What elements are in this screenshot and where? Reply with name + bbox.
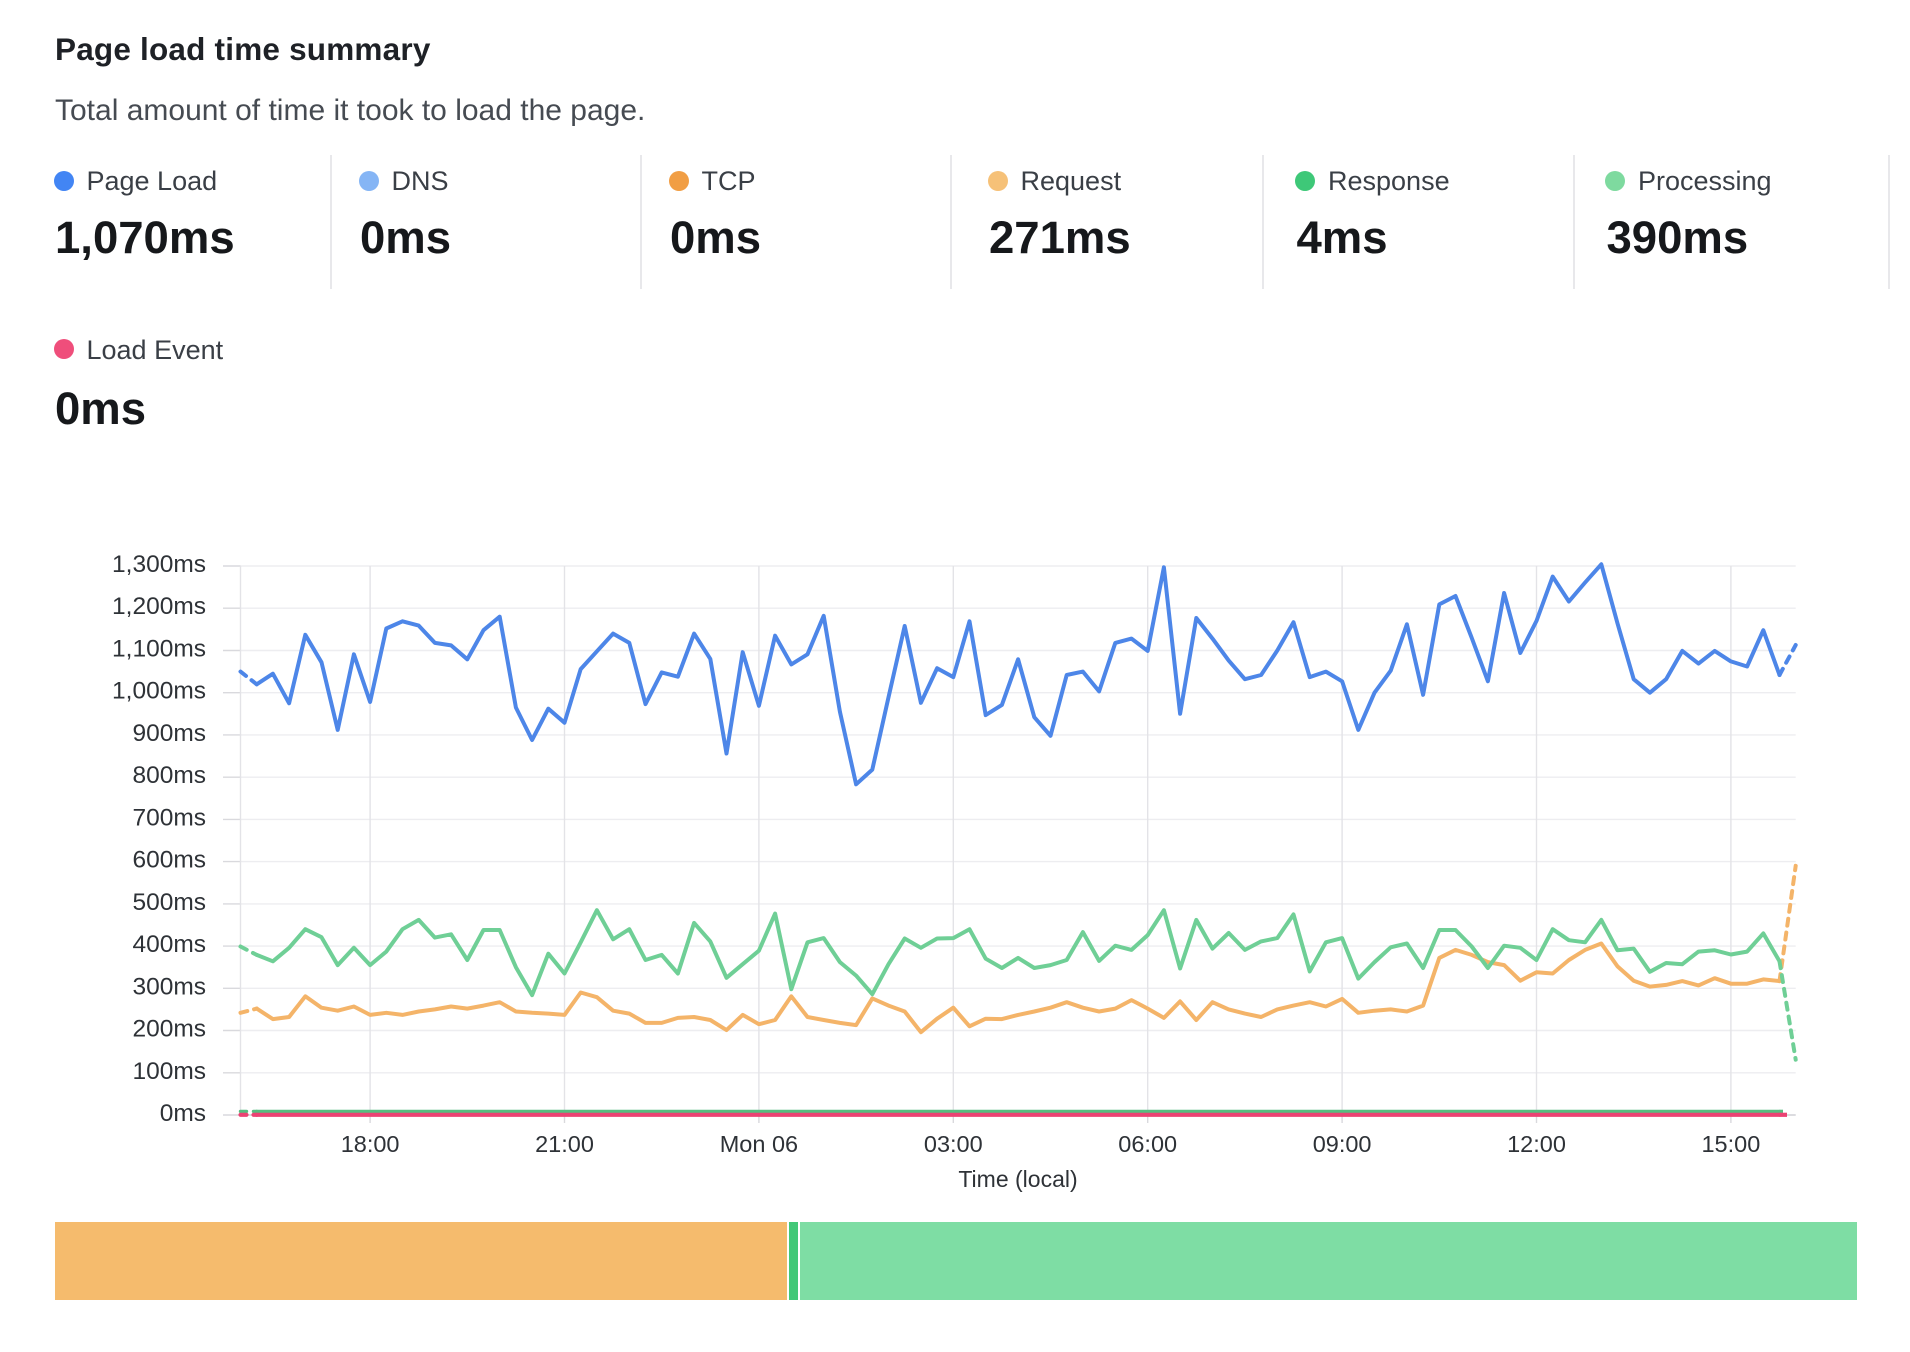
svg-text:400ms: 400ms (132, 931, 206, 958)
svg-text:500ms: 500ms (132, 889, 206, 916)
svg-text:06:00: 06:00 (1118, 1131, 1177, 1157)
svg-text:18:00: 18:00 (341, 1131, 400, 1157)
svg-text:21:00: 21:00 (535, 1131, 594, 1157)
svg-text:0ms: 0ms (160, 1100, 206, 1127)
svg-text:1,200ms: 1,200ms (112, 593, 206, 620)
svg-text:15:00: 15:00 (1701, 1131, 1760, 1157)
svg-text:1,000ms: 1,000ms (112, 678, 206, 705)
svg-text:Mon 06: Mon 06 (720, 1131, 798, 1157)
svg-text:200ms: 200ms (132, 1016, 206, 1043)
svg-text:03:00: 03:00 (924, 1131, 983, 1157)
svg-text:300ms: 300ms (132, 973, 206, 1000)
svg-text:100ms: 100ms (132, 1058, 206, 1085)
svg-text:Time (local): Time (local) (958, 1166, 1077, 1192)
svg-text:600ms: 600ms (132, 847, 206, 874)
svg-text:700ms: 700ms (132, 804, 206, 831)
svg-text:09:00: 09:00 (1313, 1131, 1372, 1157)
svg-text:800ms: 800ms (132, 762, 206, 789)
svg-text:1,100ms: 1,100ms (112, 636, 206, 663)
svg-text:1,300ms: 1,300ms (112, 551, 206, 578)
svg-text:12:00: 12:00 (1507, 1131, 1566, 1157)
svg-text:900ms: 900ms (132, 720, 206, 747)
